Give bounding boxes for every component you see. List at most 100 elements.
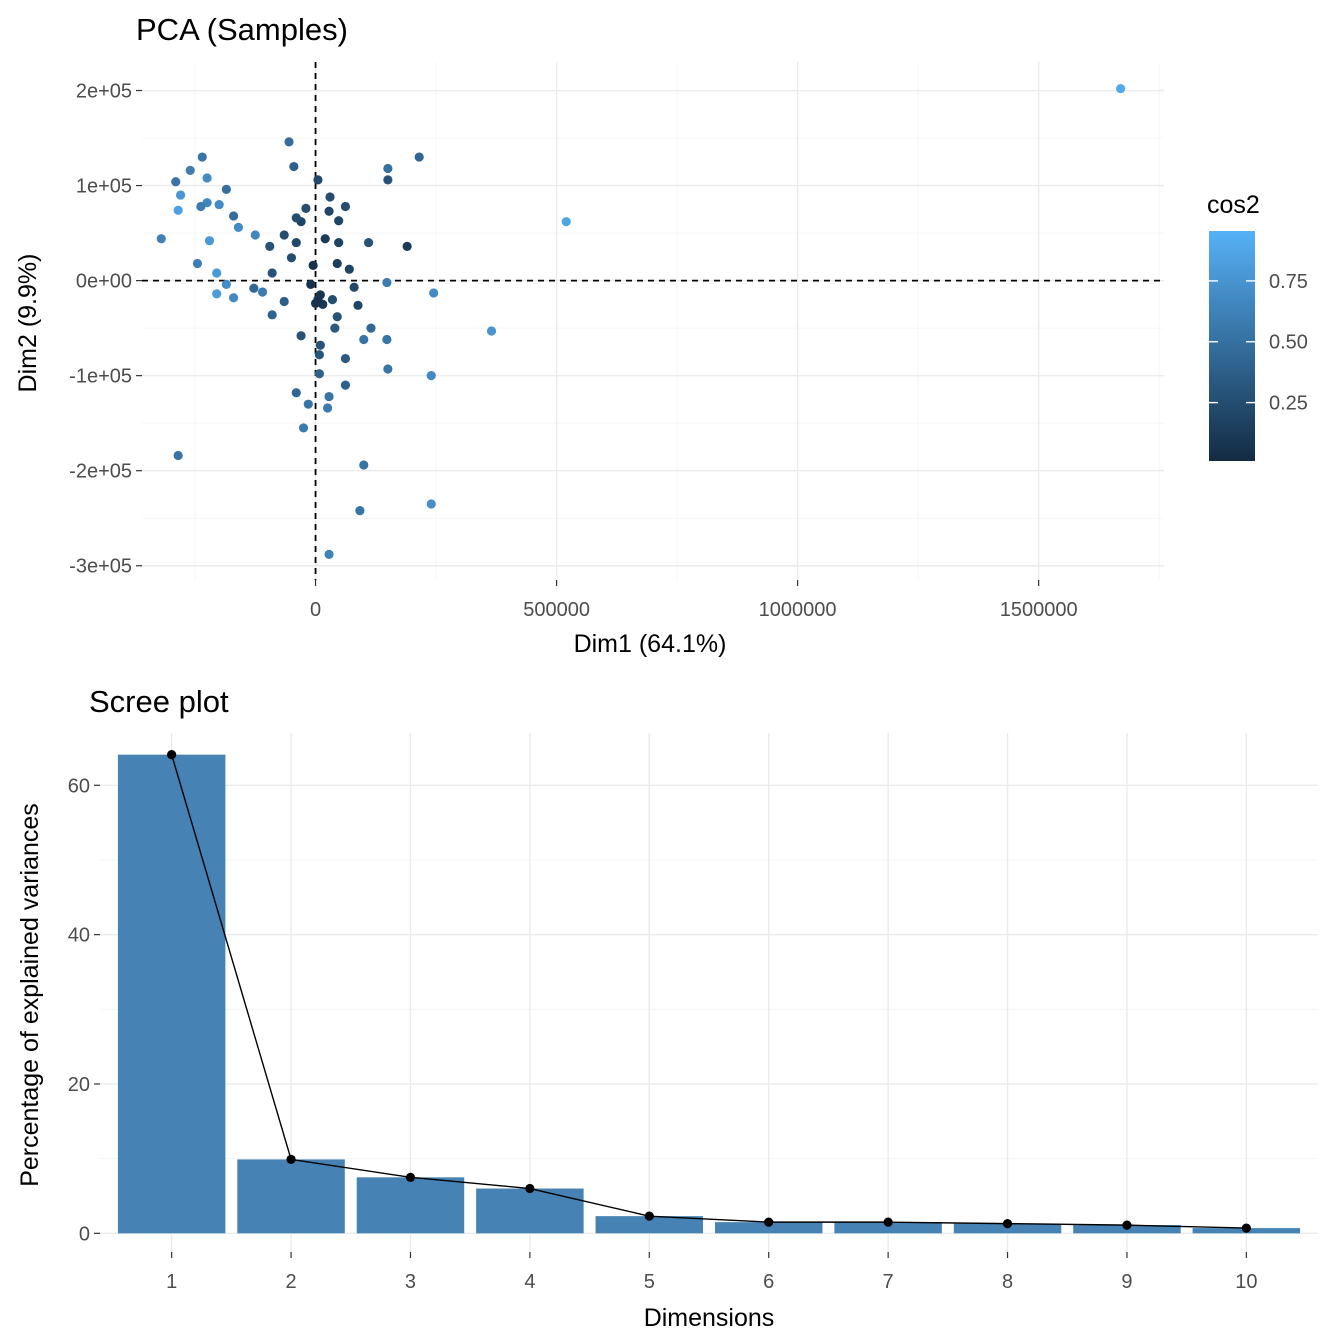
pca-points: [156, 84, 1126, 559]
scree-polyline: [170, 754, 1247, 1229]
pca-point: [414, 152, 424, 162]
pca-point: [296, 331, 306, 341]
scree-grid: [100, 733, 1318, 1252]
scree-bars: [117, 754, 1301, 1234]
pca-point: [214, 199, 224, 210]
pca-y-tick-label: -2e+05: [69, 461, 132, 483]
scree-y-tick-label: 0: [79, 1223, 90, 1245]
pca-point: [267, 268, 277, 278]
scree-line: [167, 750, 1251, 1233]
pca-point: [344, 264, 354, 274]
pca-y-tick-label: 0e+00: [76, 271, 132, 293]
scree-bar: [714, 1222, 823, 1234]
pca-point: [279, 296, 289, 307]
pca-x-tick-label: 500000: [523, 599, 590, 621]
pca-point: [212, 289, 222, 299]
pca-point: [486, 326, 497, 336]
scree-bar: [953, 1223, 1062, 1234]
scree-x-tick-label: 9: [1121, 1271, 1132, 1293]
pca-point: [363, 237, 374, 248]
pca-point: [332, 312, 342, 322]
legend-colorbar: [1209, 231, 1255, 461]
pca-point: [173, 205, 183, 215]
scree-bar: [595, 1216, 704, 1234]
scree-x-tick-label: 3: [405, 1271, 416, 1293]
pca-point: [314, 369, 325, 379]
pca-point: [320, 234, 330, 244]
scree-point: [883, 1217, 893, 1227]
pca-point: [324, 391, 334, 402]
scree-point: [167, 750, 177, 760]
scree-bar: [476, 1188, 584, 1234]
pca-point: [156, 234, 166, 244]
pca-point: [197, 152, 207, 162]
pca-point: [173, 450, 183, 461]
pca-x-tick-label: 0: [310, 599, 321, 621]
scree-bar: [117, 754, 226, 1234]
pca-point: [175, 190, 186, 200]
pca-point: [291, 388, 301, 398]
scree-y-ticks: 0 20 40 60: [68, 775, 100, 1245]
pca-point: [426, 499, 436, 509]
scree-x-tick-label: 10: [1235, 1271, 1257, 1293]
pca-point: [383, 175, 393, 185]
pca-y-tick-label: 1e+05: [76, 176, 132, 198]
pca-point: [308, 260, 318, 270]
pca-point: [325, 192, 335, 202]
scree-point: [405, 1172, 416, 1182]
pca-point: [202, 173, 212, 183]
pca-point: [228, 211, 239, 221]
pca-point: [267, 310, 277, 320]
scree-title: Scree plot: [89, 684, 229, 719]
pca-point: [340, 201, 351, 212]
pca-point: [171, 177, 181, 187]
scree-x-ticks: 1 2 3 4 5 6 7 8 9 10: [166, 1252, 1257, 1293]
legend-break-label: 0.25: [1269, 393, 1308, 415]
pca-point: [291, 237, 301, 248]
scree-bar: [237, 1159, 345, 1234]
pca-point: [233, 222, 244, 232]
pca-point: [313, 175, 323, 185]
scree-point: [1122, 1220, 1132, 1230]
pca-y-tick-label: -3e+05: [69, 556, 132, 578]
pca-x-tick-label: 1000000: [759, 599, 837, 621]
cos2-legend: cos2 0.75 0.50 0.25: [1207, 191, 1308, 461]
pca-point: [359, 460, 369, 470]
scree-x-axis-title: Dimensions: [644, 1304, 775, 1332]
pca-point: [279, 230, 289, 240]
scree-x-tick-label: 1: [166, 1271, 177, 1293]
pca-point: [426, 371, 436, 381]
pca-y-tick-label: -1e+05: [69, 366, 132, 388]
scree-x-tick-label: 4: [524, 1271, 535, 1293]
pca-point: [382, 277, 392, 288]
pca-point: [265, 241, 275, 251]
pca-point: [383, 163, 393, 174]
scree-y-tick-label: 20: [68, 1074, 90, 1096]
pca-point: [355, 506, 365, 516]
scree-bar: [834, 1222, 942, 1234]
scree-x-tick-label: 7: [883, 1271, 894, 1293]
legend-break-label: 0.75: [1269, 271, 1308, 293]
pca-point: [212, 268, 222, 278]
scree-bar: [356, 1177, 465, 1234]
scree-x-tick-label: 8: [1002, 1271, 1013, 1293]
scree-point: [1002, 1219, 1013, 1229]
pca-reference-lines: [142, 62, 1164, 580]
pca-point: [561, 217, 571, 227]
scree-point: [286, 1154, 296, 1165]
pca-point: [249, 283, 259, 293]
pca-title: PCA (Samples): [136, 12, 348, 47]
pca-point: [185, 165, 195, 175]
pca-point: [340, 380, 351, 390]
pca-point: [314, 350, 325, 360]
pca-point: [429, 288, 439, 298]
pca-point: [330, 323, 340, 333]
pca-point: [402, 241, 412, 251]
pca-x-ticks: 0 500000 1000000 1500000: [310, 580, 1078, 621]
pca-point: [289, 161, 299, 172]
pca-point: [1116, 84, 1126, 94]
pca-point: [324, 206, 334, 216]
pca-point: [221, 279, 231, 290]
pca-point: [366, 323, 376, 333]
